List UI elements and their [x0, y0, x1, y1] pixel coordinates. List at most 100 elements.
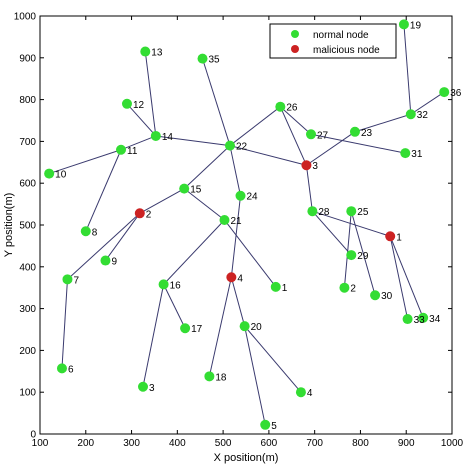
normal-node-point — [275, 101, 286, 112]
normal-node-point — [346, 250, 357, 261]
network-edge — [310, 133, 406, 154]
y-axis-label: Y position(m) — [3, 193, 15, 258]
network-edge — [389, 236, 424, 318]
node-label: 27 — [317, 130, 329, 141]
y-tick-label: 1000 — [14, 12, 37, 23]
normal-node-point — [405, 109, 416, 120]
node-label: 8 — [92, 227, 98, 238]
network-edge — [403, 24, 412, 115]
node-label: 11 — [127, 146, 138, 157]
x-tick-label: 800 — [352, 438, 369, 449]
network-edge — [389, 236, 409, 320]
normal-node-point — [100, 255, 111, 266]
node-label: 5 — [271, 421, 277, 432]
y-tick-label: 500 — [19, 221, 36, 232]
y-tick-label: 300 — [19, 304, 36, 315]
network-edge — [229, 145, 241, 196]
node-label: 1 — [396, 232, 402, 243]
y-tick-label: 0 — [30, 430, 36, 441]
malicious-node-point — [385, 231, 396, 242]
normal-node-point — [439, 87, 450, 98]
network-edge — [306, 131, 356, 166]
x-tick-label: 300 — [123, 438, 140, 449]
normal-node-point — [295, 387, 306, 398]
network-edge — [163, 219, 225, 285]
node-label: 25 — [357, 207, 369, 218]
node-label: 2 — [350, 284, 356, 295]
network-edge — [229, 145, 307, 166]
normal-node-point — [140, 46, 151, 57]
network-edge — [163, 284, 186, 329]
normal-node-point — [346, 206, 357, 217]
normal-node-point — [270, 281, 281, 292]
y-tick-label: 400 — [19, 262, 36, 273]
network-edge — [208, 277, 232, 377]
node-label: 18 — [215, 372, 227, 383]
node-label: 14 — [162, 132, 174, 143]
node-label: 4 — [237, 273, 243, 284]
y-tick-label: 100 — [19, 388, 36, 399]
node-label: 24 — [247, 192, 259, 203]
y-tick-label: 200 — [19, 346, 36, 357]
normal-node-point — [398, 19, 409, 30]
x-tick-label: 500 — [215, 438, 232, 449]
node-label: 6 — [68, 364, 74, 375]
node-label: 4 — [307, 388, 313, 399]
normal-node-point — [44, 168, 55, 179]
legend: normal node malicious node — [269, 23, 397, 59]
normal-node-point — [349, 126, 360, 137]
network-edge — [305, 165, 313, 212]
x-tick-label: 100 — [32, 438, 49, 449]
normal-node-point — [138, 381, 148, 392]
node-label: 28 — [318, 207, 330, 218]
network-edge — [202, 58, 231, 146]
normal-node-point — [219, 214, 230, 225]
node-label: 29 — [357, 251, 369, 262]
x-tick-label: 1000 — [441, 438, 464, 449]
network-edge — [48, 149, 122, 175]
x-axis-label: X position(m) — [214, 452, 279, 464]
node-label: 22 — [236, 142, 248, 153]
network-edge — [105, 213, 141, 261]
node-label: 12 — [133, 100, 145, 111]
malicious-node-point — [226, 272, 237, 283]
normal-node-point — [121, 98, 132, 109]
node-label: 3 — [149, 383, 155, 394]
node-label: 10 — [55, 170, 67, 181]
node-label: 2 — [146, 209, 152, 220]
node-label: 1 — [282, 283, 288, 294]
nodes-layer — [44, 19, 450, 430]
y-tick-label: 600 — [19, 179, 36, 190]
network-edge — [183, 145, 231, 189]
plot-area — [39, 15, 453, 435]
normal-node-point — [180, 323, 191, 334]
malicious-node-point — [134, 208, 145, 219]
node-label: 9 — [111, 257, 117, 268]
node-label: 35 — [209, 55, 221, 66]
network-edge — [126, 103, 157, 137]
node-label: 23 — [361, 128, 373, 139]
normal-node-point — [260, 419, 271, 430]
network-edge — [67, 212, 141, 280]
network-edge — [244, 325, 302, 393]
x-tick-label: 700 — [306, 438, 323, 449]
network-edge — [229, 106, 281, 146]
network-edge — [224, 219, 277, 288]
network-edge — [144, 51, 157, 137]
node-label: 17 — [191, 324, 203, 335]
edges-layer — [48, 24, 445, 425]
normal-node-point — [197, 53, 208, 64]
network-edge — [120, 135, 157, 151]
normal-node-point — [150, 130, 161, 141]
network-edge — [312, 210, 391, 237]
normal-node-point — [306, 129, 317, 140]
network-edge — [354, 113, 411, 133]
network-edge — [183, 188, 225, 221]
network-edge — [61, 279, 68, 369]
x-tick-label: 900 — [398, 438, 415, 449]
y-tick-label: 800 — [19, 95, 36, 106]
y-tick-label: 900 — [19, 53, 36, 64]
normal-node-point — [339, 282, 350, 293]
node-label: 33 — [414, 315, 426, 326]
